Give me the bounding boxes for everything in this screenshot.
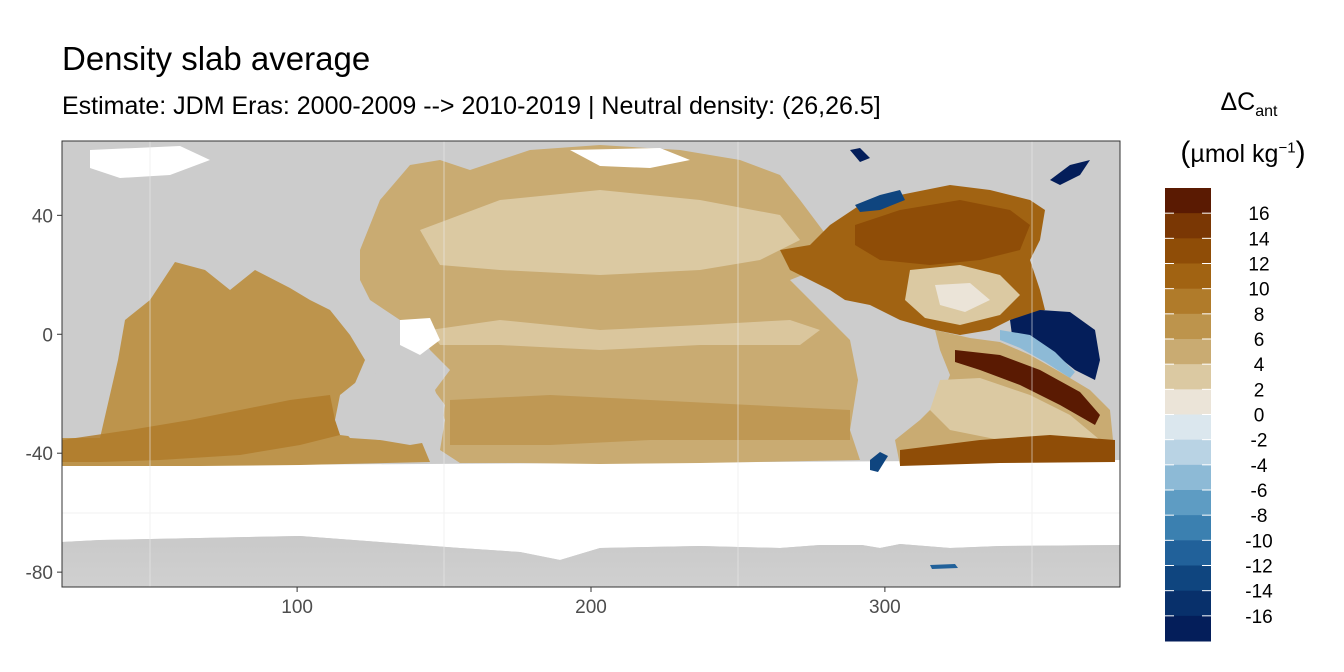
legend-label: 14 [1248, 229, 1270, 250]
legend-color-bin [1165, 263, 1211, 290]
map-panel [62, 141, 1120, 587]
legend-color-bin [1165, 288, 1211, 315]
indian-ocean-south-band [62, 395, 340, 462]
legend-color-bin [1165, 313, 1211, 340]
north-atlantic-gyre-core [935, 283, 990, 312]
chart-subtitle: Estimate: JDM Eras: 2000-2009 --> 2010-2… [62, 92, 881, 120]
south-atlantic-high-band [955, 350, 1100, 425]
legend-color-bin [1165, 490, 1211, 516]
x-tick-label: 300 [869, 597, 901, 618]
legend-label: 12 [1248, 255, 1269, 276]
legend-color-bin [1165, 213, 1211, 239]
south-pacific-band [450, 395, 850, 445]
legend-label: -14 [1245, 582, 1273, 603]
antarctica [62, 536, 1120, 587]
legend-label: 16 [1248, 204, 1269, 225]
arctic-nodata-east [570, 148, 690, 168]
legend-title-main: ΔC [1220, 88, 1256, 116]
legend-color-bin [1165, 188, 1211, 214]
legend-label: 6 [1254, 330, 1265, 351]
legend-label: -2 [1251, 431, 1268, 452]
nordic-seas-patch [1050, 160, 1090, 185]
labrador-sea-negative [855, 190, 905, 212]
legend-label: 0 [1254, 406, 1265, 427]
legend-label: 10 [1248, 280, 1269, 301]
legend-title-sub: ant [1255, 103, 1278, 120]
legend-color-bin [1165, 364, 1211, 390]
southern-ocean-nodata [62, 460, 1120, 560]
legend-color-bin [1165, 414, 1211, 441]
legend-unit-sup: −1 [1278, 139, 1296, 157]
y-tick-label: 40 [32, 206, 53, 227]
equatorial-atlantic-transition [1000, 330, 1075, 378]
baffin-patch [850, 148, 870, 162]
legend-label: -12 [1245, 557, 1272, 578]
legend-color-bin [1165, 615, 1211, 642]
legend-label: -6 [1251, 481, 1268, 502]
legend-color-bin [1165, 464, 1211, 491]
x-tick-label: 100 [281, 597, 313, 618]
legend-label: 4 [1254, 355, 1265, 376]
legend-label: -10 [1245, 531, 1272, 552]
north-atlantic-high [855, 200, 1030, 265]
y-tick-label: 0 [42, 325, 53, 346]
south-atlantic-southern-band [900, 435, 1115, 466]
equatorial-pacific-band [430, 320, 820, 350]
patagonia-patch [870, 452, 888, 472]
x-tick-label: 200 [575, 597, 607, 618]
legend-title: ΔCant [1164, 88, 1334, 121]
legend-label: -16 [1245, 607, 1272, 628]
australia [335, 370, 445, 445]
legend-colorbar: 16 14 12 10 8 6 4 2 0 -2 -4 -6 -8 -10 -12 -14 -16 [1165, 188, 1273, 642]
north-pacific-light-band [420, 190, 800, 275]
legend-label: -8 [1251, 506, 1268, 527]
legend-color-bin [1165, 339, 1211, 365]
south-atlantic-light [930, 378, 1100, 445]
weddell-patch [930, 564, 958, 569]
legend-unit: (µmol kg−1) [1180, 136, 1306, 169]
y-tick-label: -40 [26, 444, 53, 465]
gridlines [62, 141, 1120, 587]
legend-color-bin [1165, 590, 1211, 617]
legend-color-bin [1165, 238, 1211, 264]
legend-label: -4 [1251, 456, 1268, 477]
legend-color-bin [1165, 515, 1211, 541]
chart-title: Density slab average [62, 40, 371, 77]
legend-label: 2 [1254, 380, 1265, 401]
legend-label: 8 [1254, 305, 1265, 326]
legend-color-bin [1165, 540, 1211, 566]
maritime-continent-nodata [400, 318, 440, 355]
x-axis: 100 200 300 [281, 587, 901, 618]
legend-color-bin [1165, 565, 1211, 592]
legend-unit-main: µmol kg [1190, 140, 1279, 168]
legend-color-bin [1165, 439, 1211, 466]
y-tick-label: -80 [26, 563, 53, 584]
legend-color-bin [1165, 389, 1211, 415]
y-axis: 40 0 -40 -80 [26, 206, 62, 584]
